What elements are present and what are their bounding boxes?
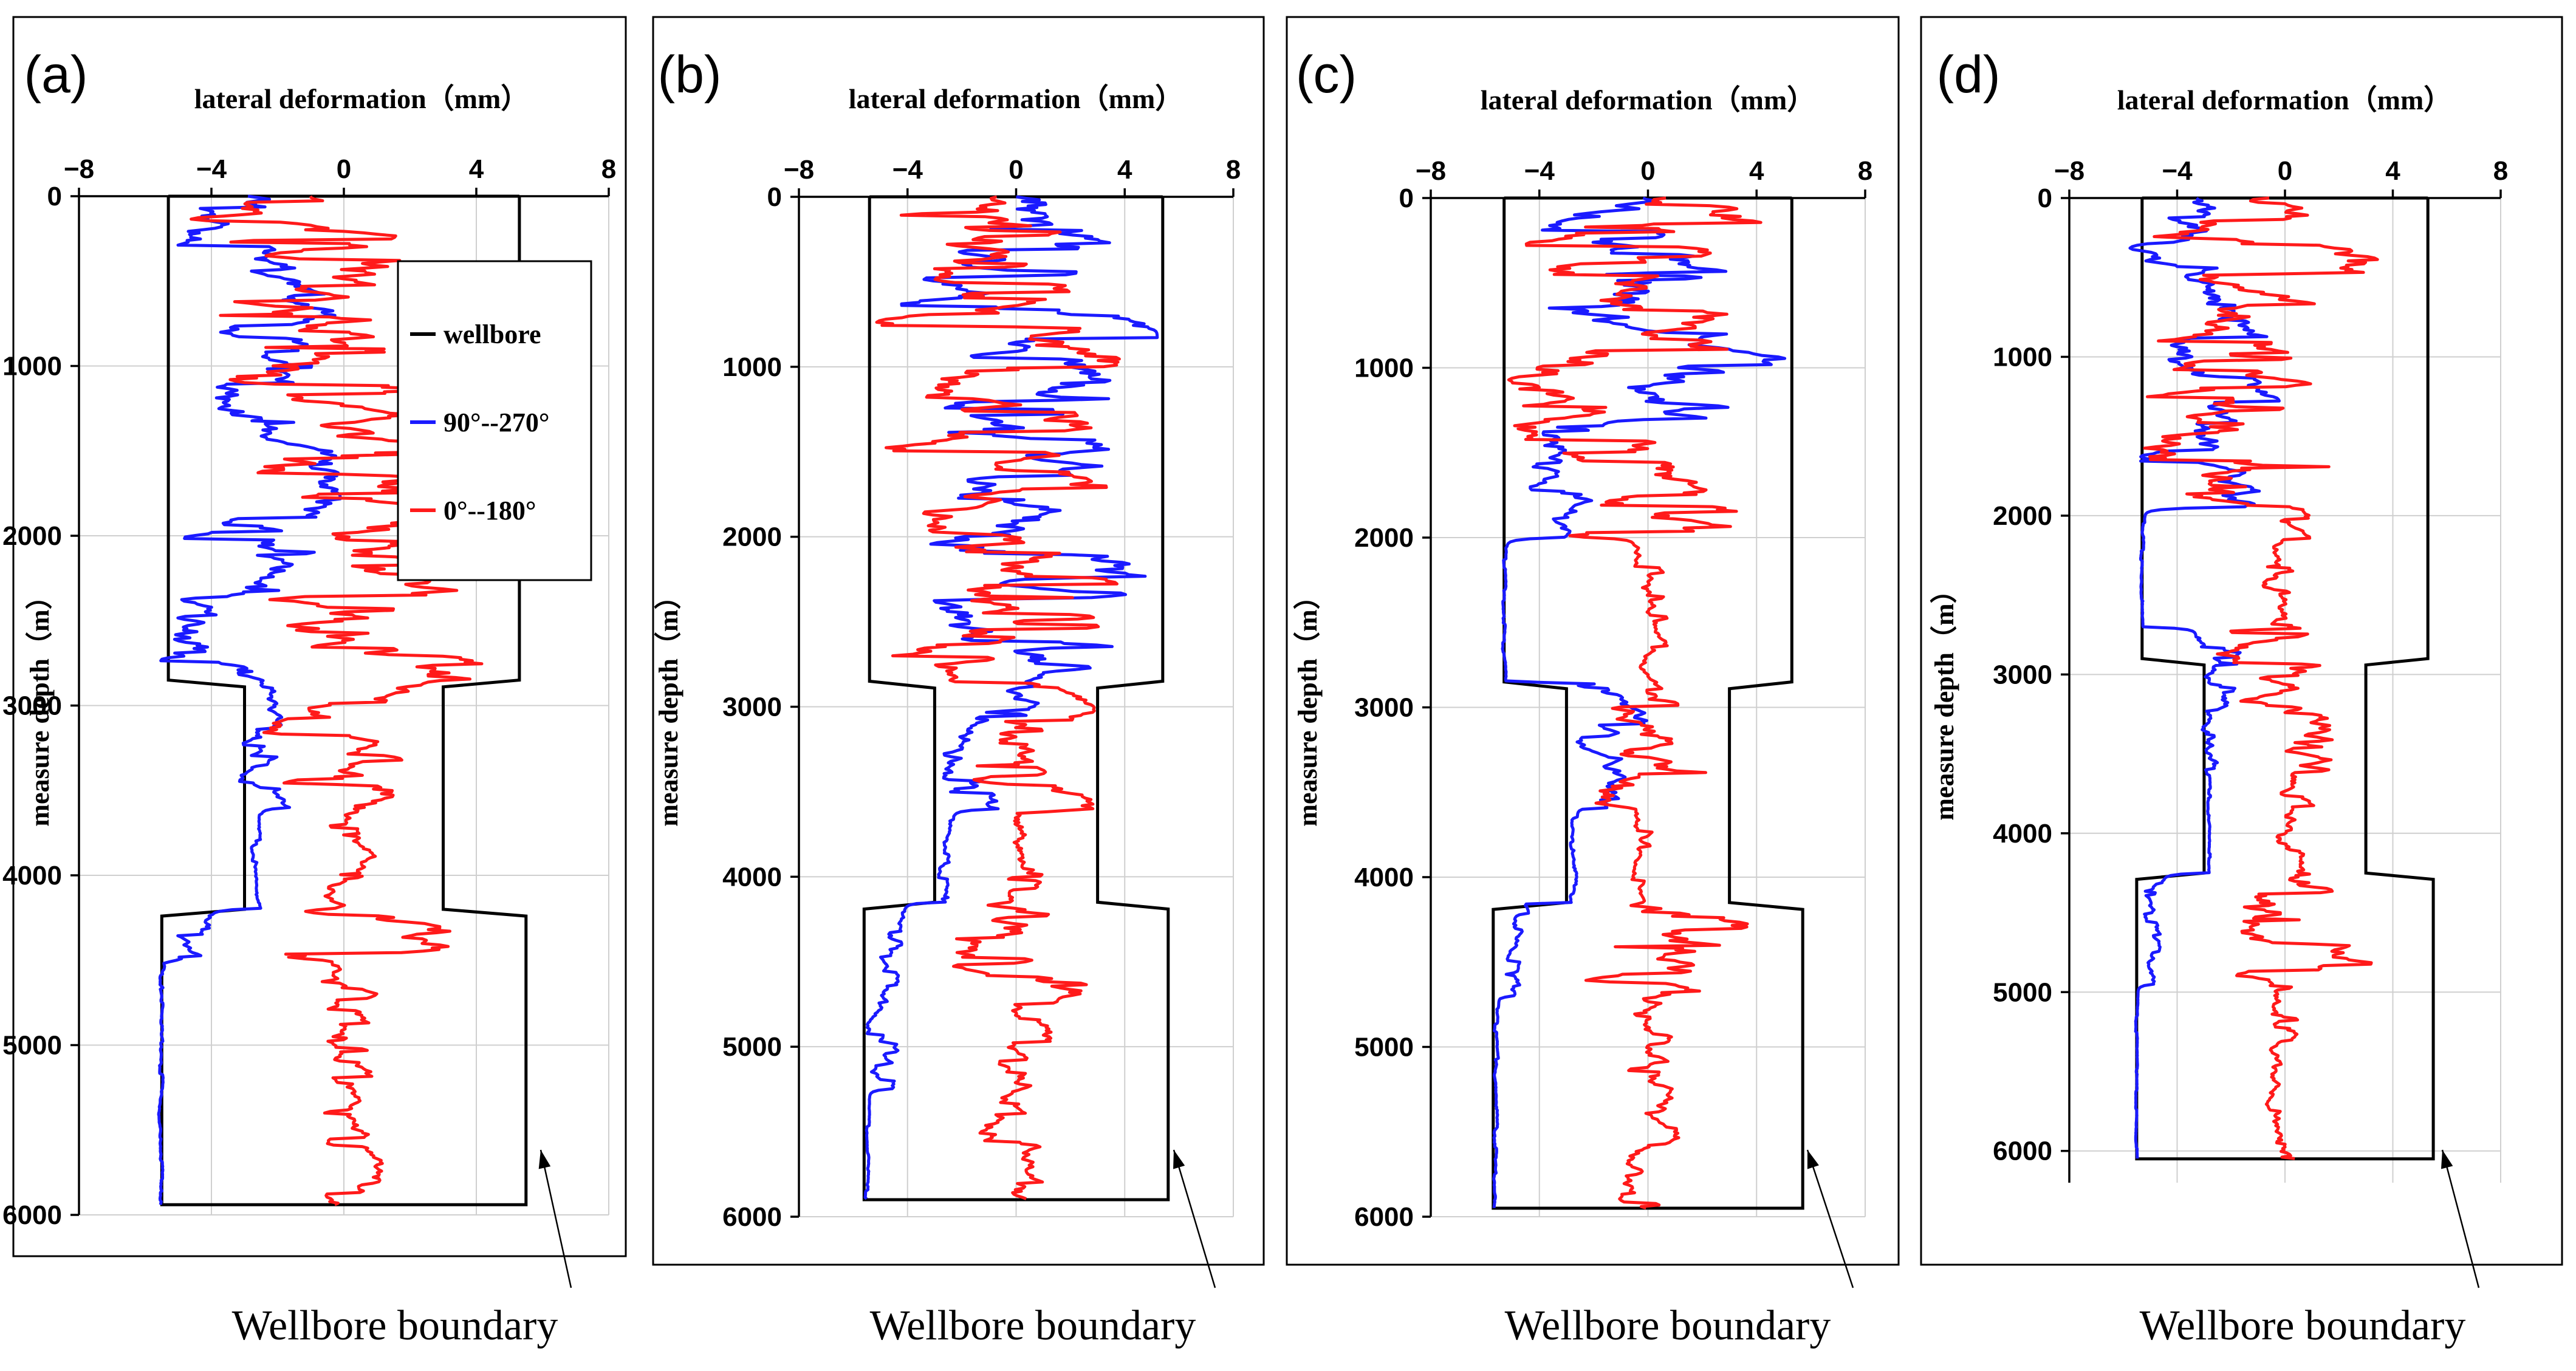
y-tick-label: 1000 [1993, 342, 2052, 372]
annotation-text: Wellbore boundary [870, 1302, 1196, 1349]
panel-frame [12, 16, 627, 1257]
series-line-0-180- [875, 195, 1121, 1200]
x-tick-label: −8 [784, 155, 814, 185]
panel-frame [652, 16, 1265, 1266]
series-line-wellbore [160, 194, 528, 1206]
panel-label: (d) [1936, 46, 2000, 104]
x-tick-label: 0 [337, 154, 351, 184]
annotation-arrowhead [1807, 1150, 1819, 1169]
y-tick-label: 5000 [722, 1032, 782, 1062]
x-tick-label: 8 [601, 154, 616, 184]
y-tick-label: 0 [2038, 183, 2052, 213]
y-tick-label: 2000 [2, 521, 62, 551]
y-tick-label: 5000 [2, 1031, 62, 1061]
y-tick-label: 4000 [722, 862, 782, 892]
y-tick-label: 0 [1399, 183, 1414, 213]
annotation-arrow [1806, 1149, 1854, 1288]
legend-label: wellbore [444, 320, 541, 349]
x-tick-label: 4 [1749, 156, 1764, 186]
series-line-0-180- [190, 195, 484, 1206]
panel-frame [1286, 16, 1900, 1266]
annotation-arrowhead [538, 1150, 551, 1169]
y-tick-label: 5000 [1993, 977, 2052, 1007]
y-tick-label: 2000 [1993, 501, 2052, 531]
series-line-90-270- [863, 195, 1159, 1200]
series-line-90-270- [1492, 196, 1787, 1208]
y-tick-label: 4000 [2, 861, 62, 891]
annotation-arrowhead [1173, 1150, 1185, 1169]
annotation-text: Wellbore boundary [2140, 1302, 2466, 1349]
panel-frame [1920, 16, 2563, 1266]
y-tick-label: 3000 [1993, 660, 2052, 689]
y-tick-label: 3000 [2, 691, 62, 721]
series-line-0-180- [2143, 196, 2379, 1160]
series-line-wellbore [862, 195, 1170, 1202]
y-axis-label: measure depth（m） [654, 583, 683, 826]
panel-b: −8 −4 0 4 8 0 1000 2000 3000 4000 5000 6000 (b) later… [652, 16, 1265, 1349]
y-axis-label: measure depth（m） [1930, 576, 1959, 820]
x-tick-label: −8 [2054, 156, 2084, 186]
y-tick-label: 3000 [722, 692, 782, 722]
legend: wellbore 90°--270° 0°--180° [397, 260, 592, 581]
y-tick-label: 1000 [1354, 354, 1414, 383]
panel-label: (b) [657, 46, 721, 104]
y-tick-label: 0 [767, 182, 782, 212]
x-tick-label: 8 [2493, 156, 2508, 186]
x-axis-label: lateral deformation（mm） [194, 83, 529, 114]
legend-label: 0°--180° [444, 496, 536, 525]
panel-label: (a) [24, 46, 87, 104]
y-tick-label: 1000 [2, 352, 62, 381]
x-tick-label: 0 [1009, 155, 1023, 185]
y-tick-label: 2000 [1354, 523, 1414, 553]
y-tick-label: 6000 [1354, 1202, 1414, 1232]
y-tick-label: 5000 [1354, 1033, 1414, 1062]
annotation-text: Wellbore boundary [1505, 1302, 1831, 1349]
panel-d: −8 −4 0 4 8 0 1000 2000 3000 4000 5000 6000 (d) later… [1920, 16, 2563, 1349]
y-tick-label: 2000 [722, 522, 782, 552]
y-tick-label: 6000 [2, 1200, 62, 1230]
panel-label: (c) [1296, 46, 1357, 104]
annotation-arrowhead [2441, 1150, 2453, 1169]
series-line-wellbore [1492, 196, 1804, 1210]
y-axis-label: measure depth（m） [1293, 583, 1323, 826]
x-tick-label: −8 [1416, 156, 1446, 186]
x-axis-label: lateral deformation（mm） [2117, 84, 2452, 115]
panel-c: −8 −4 0 4 8 0 1000 2000 3000 4000 5000 6000 (c) later… [1286, 16, 1900, 1349]
x-tick-label: −4 [892, 155, 923, 185]
legend-label: 90°--270° [444, 408, 550, 437]
y-tick-label: 3000 [1354, 693, 1414, 723]
annotation-arrow [1173, 1149, 1216, 1288]
x-tick-label: 4 [469, 154, 484, 184]
panel-a: −8 −4 0 4 8 0 1000 2000 3000 4000 5000 6000 (a) later… [2, 16, 627, 1349]
x-tick-label: −4 [196, 154, 227, 184]
x-tick-label: 4 [1117, 155, 1132, 185]
x-tick-label: −4 [1524, 156, 1555, 186]
annotation-text: Wellbore boundary [232, 1302, 558, 1349]
series-line-90-270- [2128, 197, 2281, 1159]
x-tick-label: 8 [1226, 155, 1241, 185]
x-axis-label: lateral deformation（mm） [1481, 84, 1815, 115]
x-tick-label: 0 [2278, 156, 2292, 186]
x-axis-label: lateral deformation（mm） [849, 83, 1184, 114]
y-tick-label: 6000 [722, 1202, 782, 1232]
x-tick-label: 8 [1858, 156, 1872, 186]
y-tick-label: 1000 [722, 352, 782, 382]
annotation-arrow [2441, 1149, 2480, 1288]
x-tick-label: 4 [2385, 156, 2400, 186]
y-tick-label: 4000 [1354, 863, 1414, 892]
y-axis-label: measure depth（m） [25, 583, 55, 826]
series-line-0-180- [1507, 196, 1762, 1210]
x-tick-label: 0 [1640, 156, 1655, 186]
x-tick-label: −4 [2162, 156, 2193, 186]
y-tick-label: 6000 [1993, 1137, 2052, 1166]
y-tick-label: 0 [47, 182, 62, 211]
annotation-arrow [540, 1149, 572, 1288]
x-tick-label: −8 [64, 154, 94, 184]
y-tick-label: 4000 [1993, 819, 2052, 849]
